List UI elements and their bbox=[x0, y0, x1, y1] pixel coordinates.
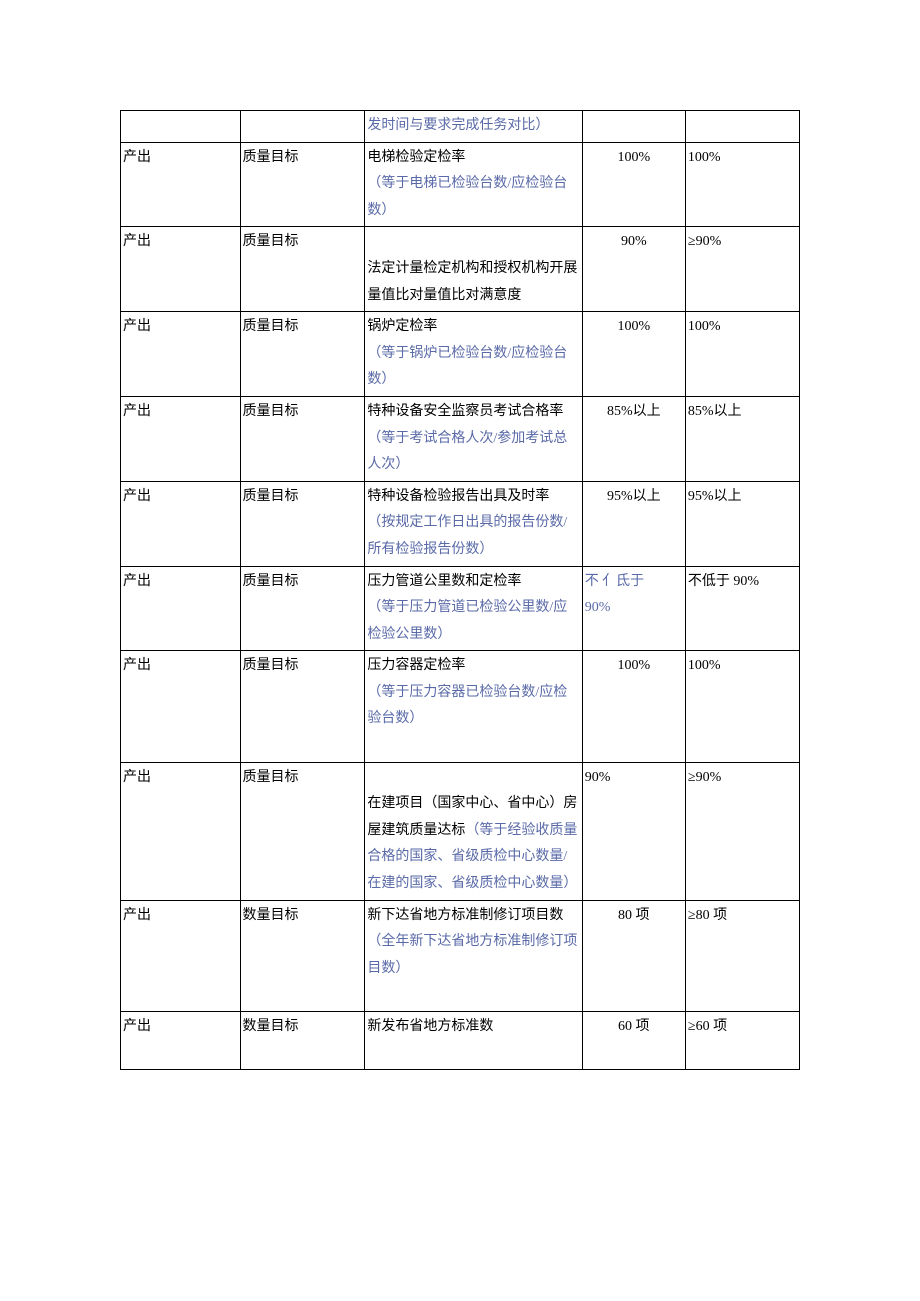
table-row: 产出质量目标法定计量检定机构和授权机构开展量值比对量值比对满意度90%≥90% bbox=[121, 227, 800, 312]
cell-category: 产出 bbox=[121, 762, 241, 900]
cell-value-a: 80 项 bbox=[582, 900, 685, 1011]
cell-value-b: ≥90% bbox=[685, 762, 799, 900]
table-row: 产出质量目标锅炉定检率 （等于锅炉已检验台数/应检验台数） 100%100% bbox=[121, 312, 800, 397]
cell-value-a: 90% bbox=[582, 227, 685, 312]
cell-value-b: 100% bbox=[685, 312, 799, 397]
table-row: 产出质量目标在建项目（国家中心、省中心）房屋建筑质量达标（等于经验收质量合格的国… bbox=[121, 762, 800, 900]
cell-category bbox=[121, 111, 241, 143]
cell-value-a: 85%以上 bbox=[582, 396, 685, 481]
cell-value-b: 100% bbox=[685, 142, 799, 227]
cell-category: 产出 bbox=[121, 227, 241, 312]
cell-value-a: 95%以上 bbox=[582, 481, 685, 566]
cell-target-type: 数量目标 bbox=[240, 900, 365, 1011]
cell-indicator: 发时间与要求完成任务对比） bbox=[365, 111, 582, 143]
indicator-main: 法定计量检定机构和授权机构开展量值比对量值比对满意度 bbox=[367, 261, 577, 303]
indicator-annotation: 发时间与要求完成任务对比） bbox=[367, 118, 549, 133]
cell-value-b bbox=[685, 111, 799, 143]
cell-target-type: 质量目标 bbox=[240, 762, 365, 900]
table-row: 产出数量目标新下达省地方标准制修订项目数 （全年新下达省地方标准制修订项目数） 8… bbox=[121, 900, 800, 1011]
cell-value-b: ≥80 项 bbox=[685, 900, 799, 1011]
cell-value-a: 100% bbox=[582, 142, 685, 227]
indicator-main: 压力容器定检率 bbox=[367, 658, 465, 673]
cell-value-b: ≥90% bbox=[685, 227, 799, 312]
table-row: 发时间与要求完成任务对比） bbox=[121, 111, 800, 143]
cell-indicator: 电梯检验定检率 （等于电梯已检验台数/应检验台数） bbox=[365, 142, 582, 227]
cell-indicator: 特种设备检验报告出具及时率 （按规定工作日出具的报告份数/所有检验报告份数） bbox=[365, 481, 582, 566]
cell-target-type: 质量目标 bbox=[240, 142, 365, 227]
table-row: 产出质量目标压力管道公里数和定检率 （等于压力管道已检验公里数/应检验公里数） 不 … bbox=[121, 566, 800, 651]
indicator-main: 电梯检验定检率 bbox=[367, 150, 465, 165]
cell-indicator: 压力容器定检率 （等于压力容器已检验台数/应检验台数） bbox=[365, 651, 582, 762]
table-row: 产出质量目标压力容器定检率 （等于压力容器已检验台数/应检验台数） 100%100… bbox=[121, 651, 800, 762]
cell-indicator: 新下达省地方标准制修订项目数 （全年新下达省地方标准制修订项目数） bbox=[365, 900, 582, 1011]
cell-indicator: 锅炉定检率 （等于锅炉已检验台数/应检验台数） bbox=[365, 312, 582, 397]
cell-category: 产出 bbox=[121, 312, 241, 397]
indicator-main: 特种设备安全监察员考试合格率 bbox=[367, 404, 563, 419]
cell-value-a: 不 亻氐于90% bbox=[582, 566, 685, 651]
cell-value-a: 100% bbox=[582, 312, 685, 397]
cell-category: 产出 bbox=[121, 566, 241, 651]
cell-value-a: 90% bbox=[582, 762, 685, 900]
cell-target-type: 质量目标 bbox=[240, 481, 365, 566]
cell-value-b: ≥60 项 bbox=[685, 1012, 799, 1070]
cell-target-type: 质量目标 bbox=[240, 651, 365, 762]
cell-value-b: 100% bbox=[685, 651, 799, 762]
indicator-main: 新下达省地方标准制修订项目数 bbox=[367, 908, 563, 923]
indicator-main: 压力管道公里数和定检率 bbox=[367, 574, 521, 589]
table-row: 产出质量目标电梯检验定检率 （等于电梯已检验台数/应检验台数） 100%100% bbox=[121, 142, 800, 227]
cell-indicator: 新发布省地方标准数 bbox=[365, 1012, 582, 1070]
cell-value-a: 60 项 bbox=[582, 1012, 685, 1070]
indicator-annotation: （全年新下达省地方标准制修订项目数） bbox=[367, 934, 577, 976]
cell-indicator: 在建项目（国家中心、省中心）房屋建筑质量达标（等于经验收质量合格的国家、省级质检… bbox=[365, 762, 582, 900]
cell-category: 产出 bbox=[121, 481, 241, 566]
indicator-annotation: （等于锅炉已检验台数/应检验台数） bbox=[367, 346, 567, 388]
cell-target-type: 质量目标 bbox=[240, 566, 365, 651]
cell-target-type: 质量目标 bbox=[240, 312, 365, 397]
indicator-annotation: （等于考试合格人次/参加考试总人次） bbox=[367, 431, 567, 473]
table-row: 产出质量目标特种设备安全监察员考试合格率 （等于考试合格人次/参加考试总人次） 85… bbox=[121, 396, 800, 481]
cell-category: 产出 bbox=[121, 142, 241, 227]
cell-target-type: 质量目标 bbox=[240, 396, 365, 481]
indicator-annotation: （等于电梯已检验台数/应检验台数） bbox=[367, 176, 567, 218]
data-table: 发时间与要求完成任务对比）产出质量目标电梯检验定检率（等于电梯已检验台数/应检验… bbox=[120, 110, 800, 1070]
cell-indicator: 法定计量检定机构和授权机构开展量值比对量值比对满意度 bbox=[365, 227, 582, 312]
cell-value-b: 95%以上 bbox=[685, 481, 799, 566]
indicator-annotation: （等于压力管道已检验公里数/应检验公里数） bbox=[367, 600, 567, 642]
indicator-main: 特种设备检验报告出具及时率 bbox=[367, 489, 549, 504]
cell-category: 产出 bbox=[121, 900, 241, 1011]
cell-category: 产出 bbox=[121, 396, 241, 481]
cell-indicator: 特种设备安全监察员考试合格率 （等于考试合格人次/参加考试总人次） bbox=[365, 396, 582, 481]
cell-value-b: 不低于 90% bbox=[685, 566, 799, 651]
table-row: 产出数量目标新发布省地方标准数 60 项≥60 项 bbox=[121, 1012, 800, 1070]
indicator-annotation: （等于压力容器已检验台数/应检验台数） bbox=[367, 685, 567, 727]
cell-indicator: 压力管道公里数和定检率 （等于压力管道已检验公里数/应检验公里数） bbox=[365, 566, 582, 651]
cell-value-a bbox=[582, 111, 685, 143]
document-page: 发时间与要求完成任务对比）产出质量目标电梯检验定检率（等于电梯已检验台数/应检验… bbox=[0, 0, 920, 1301]
cell-target-type bbox=[240, 111, 365, 143]
cell-value-b: 85%以上 bbox=[685, 396, 799, 481]
cell-category: 产出 bbox=[121, 651, 241, 762]
indicator-main: 锅炉定检率 bbox=[367, 319, 437, 334]
indicator-main: 新发布省地方标准数 bbox=[367, 1019, 493, 1034]
cell-value-a: 100% bbox=[582, 651, 685, 762]
cell-target-type: 质量目标 bbox=[240, 227, 365, 312]
indicator-annotation: （按规定工作日出具的报告份数/所有检验报告份数） bbox=[367, 515, 567, 557]
table-row: 产出质量目标特种设备检验报告出具及时率 （按规定工作日出具的报告份数/所有检验报告… bbox=[121, 481, 800, 566]
cell-target-type: 数量目标 bbox=[240, 1012, 365, 1070]
cell-category: 产出 bbox=[121, 1012, 241, 1070]
